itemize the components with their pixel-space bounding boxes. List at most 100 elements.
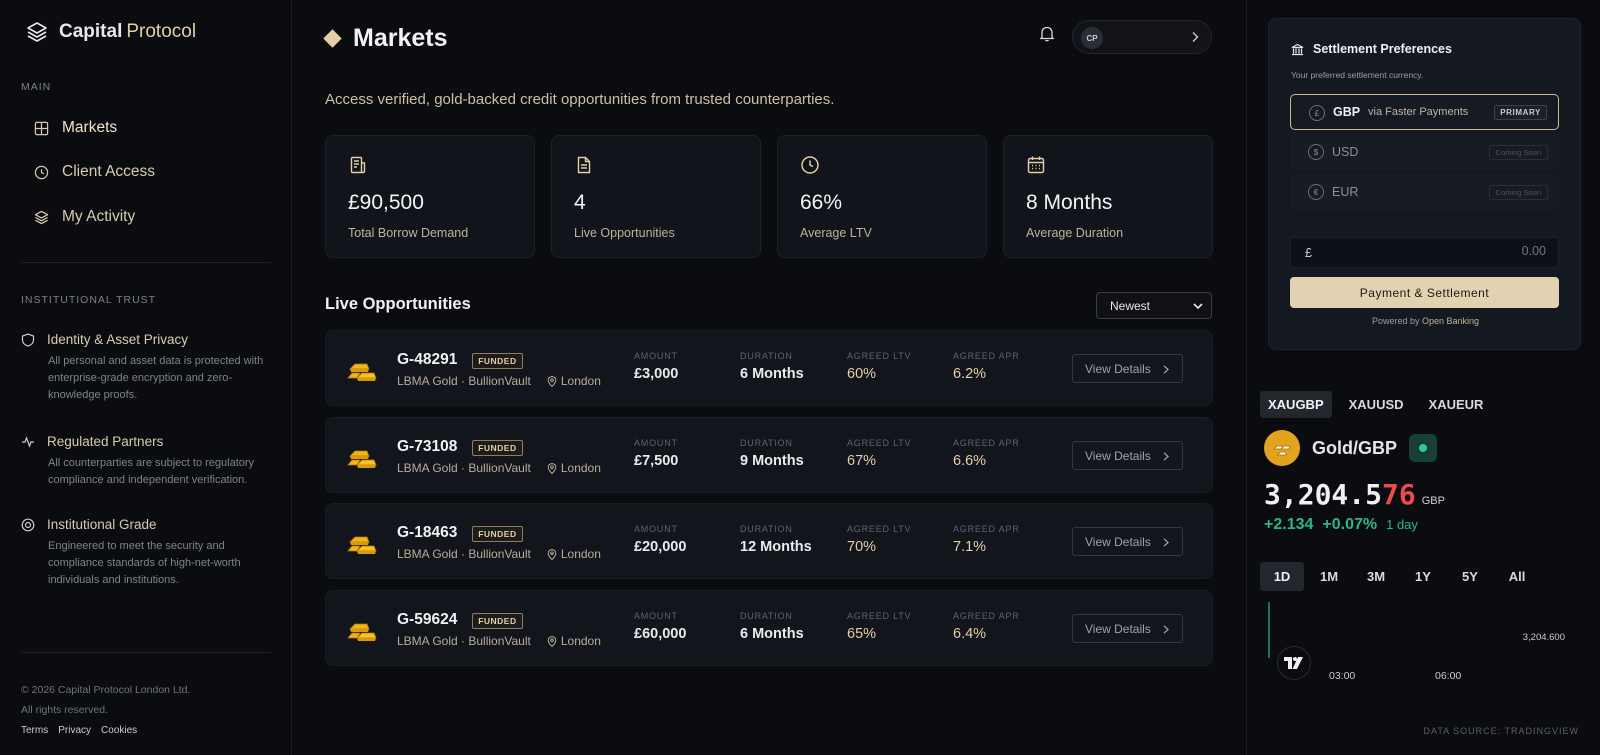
gold-bars-icon [347,623,377,641]
ltv-value: 67% [847,453,877,469]
tab-xaugbp[interactable]: XAUGBP [1260,391,1332,418]
price-chart[interactable]: 3,204.600 03:00 06:00 [1247,600,1600,690]
chevron-right-icon [1163,365,1169,374]
tab-xaueur[interactable]: XAUEUR [1428,397,1484,412]
copyright-text: © 2026 Capital Protocol London Ltd. [21,684,191,696]
stat-value: 4 [574,191,586,214]
receipt-icon [350,156,366,174]
amount-column: AMOUNT £3,000 [634,351,678,382]
range-1d[interactable]: 1D [1260,562,1304,591]
privacy-link[interactable]: Privacy [58,725,92,736]
view-details-label: View Details [1085,621,1151,636]
view-details-button[interactable]: View Details [1072,527,1183,556]
settlement-title-text: Settlement Preferences [1313,42,1452,56]
view-details-label: View Details [1085,534,1151,549]
range-1y[interactable]: 1Y [1415,569,1431,584]
stat-card-average-ltv: 66% Average LTV [777,135,987,258]
amount-input[interactable] [1346,244,1546,258]
bank-icon [1291,43,1304,55]
tradingview-logo[interactable] [1277,646,1311,680]
open-banking-link[interactable]: Open Banking [1422,316,1480,326]
opportunity-row: G-18463 FUNDED LBMA Gold · BullionVault Lon… [325,503,1213,579]
price-display: 3,204.5 76 GBP [1264,478,1445,511]
opportunity-row: G-59624 FUNDED LBMA Gold · BullionVault Lon… [325,590,1213,666]
status-badge: FUNDED [472,526,523,542]
sidebar-item-markets[interactable]: Markets [34,119,117,137]
bell-icon[interactable] [1039,25,1055,42]
calendar-icon [1027,156,1045,174]
currency-symbol-icon: £ [1309,105,1325,121]
brand-name-primary: Capital [59,21,123,42]
user-menu[interactable]: CP [1072,20,1212,54]
column-label: AGREED APR [953,611,1020,621]
currency-symbol-icon: € [1308,184,1324,200]
sidebar-divider [21,652,271,653]
sidebar-item-client-access[interactable]: Client Access [34,163,155,181]
apr-column: AGREED APR 6.4% [953,611,1020,642]
apr-value: 6.6% [953,453,987,469]
opportunity-meta: LBMA Gold · BullionVault London [397,547,601,561]
tab-xauusd[interactable]: XAUUSD [1348,397,1404,412]
range-5y[interactable]: 5Y [1462,569,1478,584]
settlement-subtitle: Your preferred settlement currency. [1291,70,1424,80]
duration-column: DURATION 9 Months [740,438,804,469]
column-label: AGREED APR [953,351,1020,361]
grid-icon [34,121,49,135]
right-panel: Settlement Preferences Your preferred se… [1246,0,1600,755]
range-tabs: 1D 1M 3M 1Y 5Y All [1260,562,1542,591]
layers-icon [34,210,49,224]
stat-card-live-opportunities: 4 Live Opportunities [551,135,761,258]
settlement-title: Settlement Preferences [1291,42,1452,56]
tradingview-icon [1284,657,1303,669]
stat-label: Live Opportunities [574,226,675,240]
chart-price-label: 3,204.600 [1523,632,1565,643]
cookies-link[interactable]: Cookies [101,725,138,736]
asset-label: LBMA Gold · BullionVault [397,634,531,648]
clock-icon [34,165,49,179]
gold-bars-icon [347,450,377,468]
diamond-icon [323,29,342,48]
opportunity-meta: LBMA Gold · BullionVault London [397,461,601,475]
brand-name-secondary: Protocol [126,21,197,42]
stat-label: Total Borrow Demand [348,226,469,240]
column-label: DURATION [740,524,793,534]
location-pin-icon [547,375,557,387]
range-all[interactable]: All [1508,569,1526,584]
amount-column: AMOUNT £7,500 [634,438,678,469]
sidebar-item-my-activity[interactable]: My Activity [34,208,135,226]
location-pin-icon [547,548,557,560]
column-label: AMOUNT [634,611,678,621]
currency-option-gbp[interactable]: £ GBP via Faster Payments PRIMARY [1290,94,1559,130]
range-3m[interactable]: 3M [1366,569,1386,584]
view-details-button[interactable]: View Details [1072,354,1183,383]
trust-item-title: Regulated Partners [47,434,164,449]
payment-settlement-button[interactable]: Payment & Settlement [1290,277,1559,308]
ltv-value: 70% [847,539,877,555]
amount-column: AMOUNT £60,000 [634,611,686,642]
apr-value: 7.1% [953,539,987,555]
range-1m[interactable]: 1M [1319,569,1339,584]
apr-column: AGREED APR 7.1% [953,524,1020,555]
apr-value: 6.2% [953,366,987,382]
opportunity-code: G-59624 [397,611,458,628]
trust-section-title: INSTITUTIONAL TRUST [21,294,157,306]
view-details-label: View Details [1085,361,1151,376]
amount-field[interactable]: £ [1290,237,1559,268]
column-label: AGREED LTV [847,611,912,621]
column-label: AMOUNT [634,351,678,361]
view-details-button[interactable]: View Details [1072,614,1183,643]
sidebar-item-label: Client Access [62,163,156,180]
gold-bars-icon [347,536,377,554]
sort-select[interactable]: Newest [1096,292,1212,319]
view-details-button[interactable]: View Details [1072,441,1183,470]
stat-label: Average LTV [800,226,872,240]
stat-value: 8 Months [1026,191,1113,214]
terms-link[interactable]: Terms [21,725,49,736]
settlement-card: Settlement Preferences Your preferred se… [1268,18,1581,350]
pair-name: Gold/GBP [1312,437,1397,458]
pulse-icon [22,435,34,448]
target-icon [21,518,35,531]
brand-logo[interactable]: Capital Protocol [25,20,196,44]
change-percent: +0.07% [1322,516,1378,533]
